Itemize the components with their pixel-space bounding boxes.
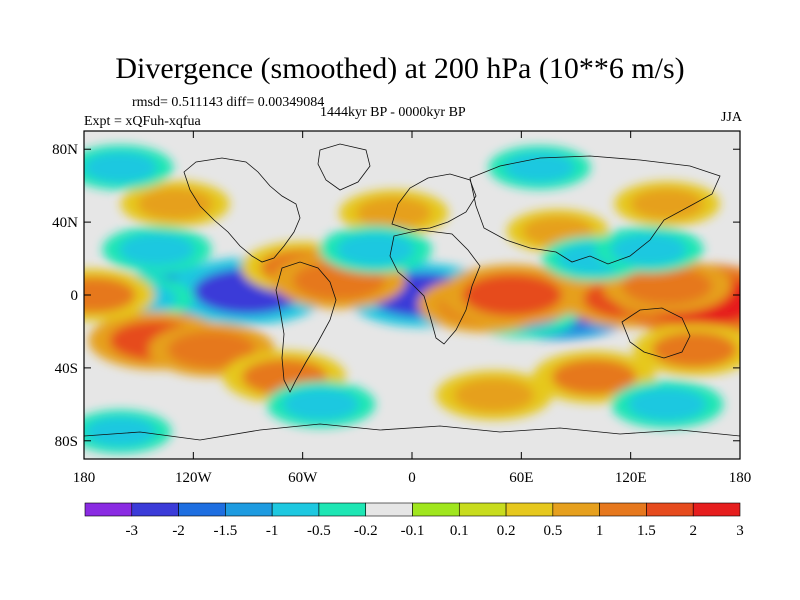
coastline-europe [391,173,477,231]
colorbar-swatch [599,502,647,517]
x-tick-label: 120W [175,470,213,486]
field-blob [628,387,706,421]
field-blob [652,331,737,368]
y-axis: 80N 40N 0 40S 80S [52,142,740,450]
stats-text: rmsd= 0.511143 diff= 0.00349084 [132,95,325,110]
field-blob [336,232,415,266]
y-tick-label: 40S [55,361,78,377]
contour-fill-layer [84,144,740,454]
x-tick-label: 120E [615,470,647,486]
x-tick-label: 0 [408,470,416,486]
field-blob [85,416,156,447]
x-axis: 180 120W 60W 0 60E 120E 180 [73,131,752,486]
field-blob [622,266,712,305]
y-tick-label: 80S [55,434,78,450]
colorbar-label: 3 [736,523,744,539]
colorbar-swatch [646,502,694,517]
colorbar-swatch [458,502,507,517]
colorbar-swatch [225,502,273,517]
coastline-antarctica [84,423,740,441]
y-tick-label: 0 [71,288,79,304]
colorbar-label: 0.1 [450,523,469,539]
field-blob [84,277,136,313]
colorbar-label: -0.2 [354,523,378,539]
season-label: JJA [720,110,742,125]
colorbar-swatch [178,502,226,517]
colorbar-swatch [505,502,554,517]
colorbar: -3 -2 -1.5 -1 -0.5 -0.2 -0.1 0.1 0.2 0.5 1 1.5 2 3 [84,502,744,539]
colorbar-label: 2 [689,523,697,539]
field-blob [167,331,256,369]
colorbar-swatch [131,502,179,517]
colorbar-label: -0.1 [401,523,425,539]
colorbar-label: 1 [596,523,604,539]
period-label: 1444kyr BP - 0000kyr BP [320,105,466,120]
coastline-africa [389,229,481,345]
x-tick-label: 60W [288,470,318,486]
coastline-north-america [183,157,301,263]
colorbar-swatch [692,502,741,517]
field-blob [462,274,562,316]
colorbar-swatch [412,502,460,517]
chart-title: Divergence (smoothed) at 200 hPa (10**6 … [115,52,685,85]
field-blob [611,233,687,266]
x-tick-label: 60E [509,470,533,486]
colorbar-label: -3 [126,523,139,539]
colorbar-label: -0.5 [307,523,331,539]
colorbar-label: -2 [172,523,185,539]
y-tick-label: 40N [52,215,78,231]
field-blob [84,151,157,183]
colorbar-swatch [318,502,367,517]
coastline-south-america [275,261,337,393]
field-blob [356,197,432,229]
x-tick-label: 180 [73,470,96,486]
colorbar-swatch [84,502,133,517]
field-blob [630,188,704,220]
coastline-layer [84,143,740,441]
coastline-asia [469,155,721,265]
colorbar-label: 1.5 [637,523,656,539]
colorbar-label: -1 [266,523,279,539]
colorbar-swatch [552,502,600,517]
colorbar-label: 0.5 [543,523,562,539]
y-tick-label: 80N [52,142,78,158]
colorbar-swatch [271,502,320,517]
experiment-label: Expt = xQFuh-xqfua [84,114,201,129]
field-blob [283,388,359,421]
colorbar-label: -1.5 [213,523,237,539]
field-blob [454,378,534,413]
field-blob [137,187,213,220]
x-tick-label: 180 [729,470,752,486]
colorbar-swatch [365,502,413,517]
field-blob [504,152,575,183]
coastline-greenland [317,143,371,191]
field-blob [119,233,195,266]
field-blob [551,359,637,395]
coastline-australia [621,307,691,359]
colorbar-label: 0.2 [497,523,516,539]
